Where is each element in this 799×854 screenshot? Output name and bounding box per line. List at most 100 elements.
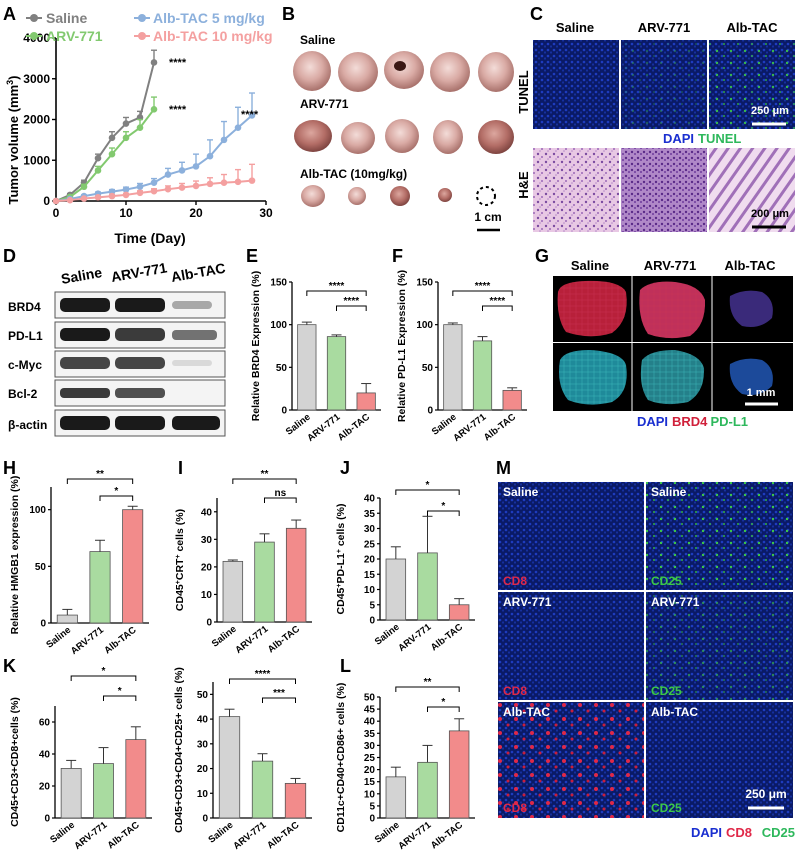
panel-c-row-tunel: TUNEL [516,70,531,113]
legend-arv: ARV-771 [46,28,103,44]
y-tick-label: 0 [40,619,46,630]
tumor [390,186,410,206]
m-alb-cd25 [646,702,793,818]
y-tick-label: 100 [270,320,287,331]
data-point [192,163,200,170]
data-point [164,185,172,193]
panel-b-group-saline: Saline [300,33,336,47]
sig-label: **** [475,281,491,292]
x-tick-label: Alb-TAC [429,820,465,852]
panel-j-chart: 0510152025303540SalineARV-771Alb-TAC**CD… [335,480,475,654]
sig-bracket [70,675,137,681]
data-point [248,112,256,119]
sig-bracket [395,489,460,495]
y-tick-label: 45 [364,705,376,716]
blot-label-actin: β-actin [8,418,47,432]
x-tick-label: Saline [48,820,77,846]
band [115,357,165,369]
sig-label: **** [344,296,360,307]
panel-g-col-saline: Saline [571,258,609,273]
y-tick-label: 150 [270,278,287,289]
y-tick-label: 40 [364,494,376,505]
y-tick-label: 50 [364,693,376,704]
tumor [478,52,514,92]
bar [222,560,244,623]
y-tick-label: 40 [364,717,376,728]
he-arv-image [621,148,707,232]
band [172,416,220,430]
y-tick-label: 5 [369,600,375,611]
data-point [94,154,102,162]
panel-letters: A B C D E F G H I J M K L [3,4,549,676]
x-tick-label: ARV-771 [72,819,110,852]
letter-g: G [535,246,549,266]
data-point [248,177,256,184]
x-tick-label: 0 [53,206,60,220]
m-tag-cd8: CD8 [503,574,527,588]
data-point [178,167,186,174]
tumors-alb [301,185,496,207]
tumor [433,120,463,154]
data-point [108,150,116,158]
tumor [478,120,514,154]
panel-d-col-alb: Alb-TAC [170,260,227,285]
sig-label: ** [261,469,269,480]
section-alb-brd4 [729,290,773,327]
band [115,298,165,312]
m-tag-cd25: CD25 [651,574,682,588]
x-tick-label: ARV-771 [231,819,269,852]
panel-c-stain-dapi: DAPI [663,131,694,146]
y-tick-label: 0 [427,406,433,417]
sig-bracket [427,706,460,712]
tumor [384,51,424,89]
bar [218,716,241,819]
y-tick-label: 0 [369,616,375,627]
tunel-alb-green [709,40,795,129]
tumor [301,185,325,207]
bar [356,392,376,411]
panel-m: Saline Saline ARV-771 ARV-771 Alb-TAC Al… [498,482,795,840]
m-row-alb-right: Alb-TAC [651,705,698,719]
tumor [348,187,366,205]
series-line [55,62,155,202]
panel-g-legend-dapi: DAPI [637,414,668,429]
data-point [234,178,242,186]
y-axis-label: CD45+CD3+CD8+cells (%) [9,697,21,827]
blot-label-pdl1: PD-L1 [8,329,43,343]
y-tick-label: 0 [202,814,208,825]
panel-c-col-alb: Alb-TAC [726,20,778,35]
sig-saline: **** [169,57,187,69]
x-tick-label: Alb-TAC [336,412,372,444]
x-tick-label: ARV-771 [451,411,489,444]
x-tick-label: 30 [259,206,273,220]
y-tick-label: 40 [39,750,51,761]
sig-bracket [395,686,460,692]
y-axis-label: CD45+PD-L1+ cells (%) [335,504,347,615]
data-point [136,183,144,191]
band [60,298,110,312]
tumor [338,52,378,92]
tumor [293,51,331,91]
data-point [220,179,228,186]
bar [251,760,274,819]
band [172,301,212,309]
m-tag-cd8: CD8 [503,801,527,815]
panel-a-legend: Saline ARV-771 Alb-TAC 5 mg/kg Alb-TAC 1… [26,10,273,44]
letter-e: E [246,246,258,266]
panel-l-chart: 05101520253035404550SalineARV-771Alb-TAC… [335,677,475,852]
y-tick-label: 50 [276,363,288,374]
data-point [178,184,186,191]
y-tick-label: 30 [364,524,376,535]
y-tick-label: 50 [422,363,434,374]
sig-bracket [262,697,296,703]
panel-c-scale2: 200 μm [751,208,789,220]
he-saline-image [533,148,619,232]
data-point [234,124,242,131]
sig-bracket [232,478,297,484]
panel-m-scale: 250 μm [745,787,786,801]
panel-g-col-alb: Alb-TAC [724,258,776,273]
band [60,388,110,398]
x-tick-label: Saline [207,820,236,846]
panel-c-scale1: 250 μm [751,105,789,117]
letter-k: K [3,656,16,676]
